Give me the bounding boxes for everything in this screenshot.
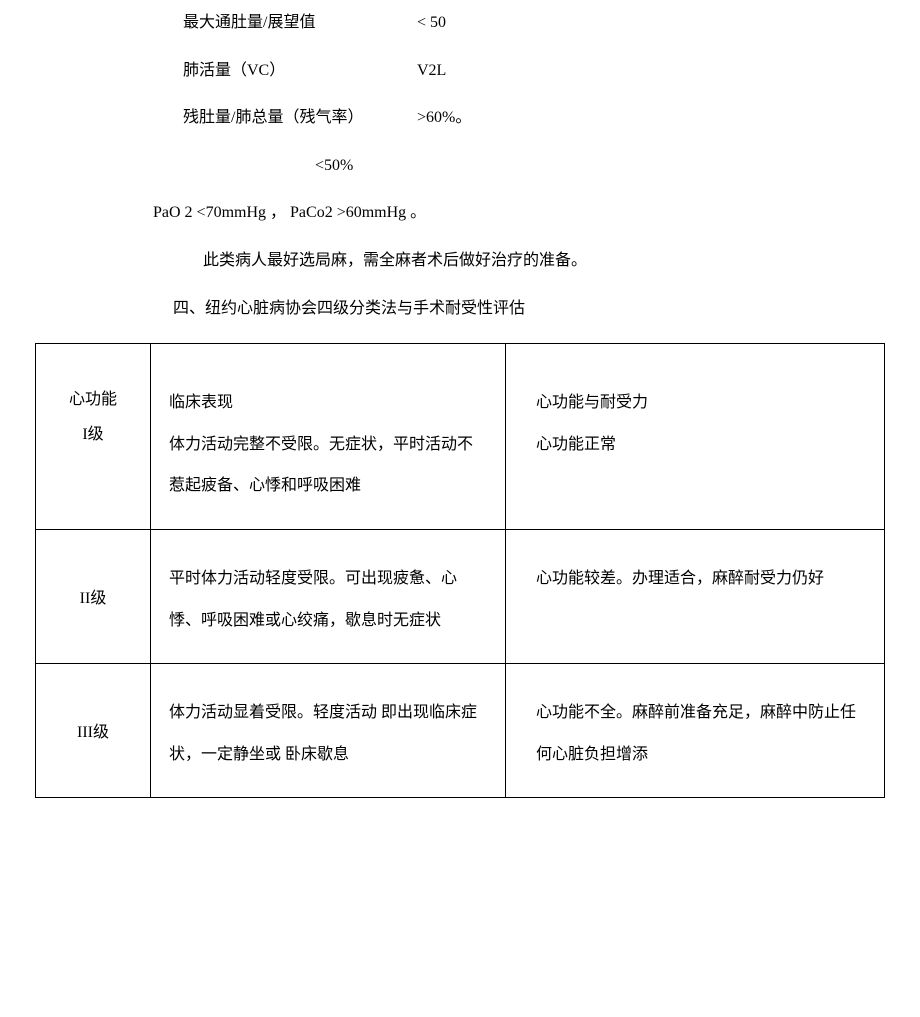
table-row-3: III级 体力活动显着受限。轻度活动 即出现临床症状，一定静坐或 卧床歇息 心功…	[36, 664, 885, 798]
table-cell-clinical-2: 平时体力活动轻度受限。可出现疲惫、心悸、呼吸困难或心绞痛，歇息时无症状	[151, 529, 506, 663]
measurement-line-1: 最大通肚量/展望值 < 50	[35, 10, 885, 36]
tolerance-1-text: 心功能正常	[536, 424, 866, 466]
section-heading: 四、纽约心脏病协会四级分类法与手术耐受性评估	[35, 296, 885, 322]
measurement-value-3: >60%。	[417, 105, 471, 131]
table-cell-tolerance-2: 心功能较差。办理适合，麻醉耐受力仍好	[506, 529, 885, 663]
table-cell-level-3: III级	[36, 664, 151, 798]
table-row-header: 心功能 I级 临床表现 体力活动完整不受限。无症状，平时活动不惹起疲备、心悸和呼…	[36, 344, 885, 530]
measurement-line-3: 残肚量/肺总量（残气率） >60%。	[35, 105, 885, 131]
tolerance-header-text: 心功能与耐受力	[536, 382, 866, 424]
table-cell-tolerance-1: 心功能与耐受力 心功能正常	[506, 344, 885, 530]
level-1-text: I级	[54, 417, 132, 452]
measurement-value-2: V2L	[417, 58, 446, 84]
level-2-text: II级	[80, 590, 107, 607]
table-cell-clinical-3: 体力活动显着受限。轻度活动 即出现临床症状，一定静坐或 卧床歇息	[151, 664, 506, 798]
table-cell-level-2: II级	[36, 529, 151, 663]
measurement-value-4: <50%	[315, 157, 353, 174]
level-header-text: 心功能	[54, 382, 132, 417]
measurement-line-5: PaO 2 <70mmHg ， PaCo2 >60mmHg 。	[35, 200, 885, 226]
tolerance-3-text: 心功能不全。麻醉前准备充足，麻醉中防止任何心脏负担增添	[536, 704, 856, 763]
table-cell-clinical-1: 临床表现 体力活动完整不受限。无症状，平时活动不惹起疲备、心悸和呼吸困难	[151, 344, 506, 530]
table-cell-level-header: 心功能 I级	[36, 344, 151, 530]
note-text: 此类病人最好选局麻，需全麻者术后做好治疗的准备。	[203, 252, 587, 269]
clinical-3-text: 体力活动显着受限。轻度活动 即出现临床症状，一定静坐或 卧床歇息	[169, 704, 477, 763]
measurement-label-2: 肺活量（VC）	[183, 58, 417, 84]
measurement-line-4: <50%	[35, 153, 885, 179]
clinical-1-text: 体力活动完整不受限。无症状，平时活动不惹起疲备、心悸和呼吸困难	[169, 424, 487, 507]
measurement-label-3: 残肚量/肺总量（残气率）	[183, 105, 417, 131]
measurement-value-1: < 50	[417, 10, 446, 36]
section-title-text: 四、纽约心脏病协会四级分类法与手术耐受性评估	[173, 300, 525, 317]
table-cell-tolerance-3: 心功能不全。麻醉前准备充足，麻醉中防止任何心脏负担增添	[506, 664, 885, 798]
clinical-note: 此类病人最好选局麻，需全麻者术后做好治疗的准备。	[35, 248, 885, 274]
clinical-header-text: 临床表现	[169, 382, 487, 424]
clinical-2-text: 平时体力活动轻度受限。可出现疲惫、心悸、呼吸困难或心绞痛，歇息时无症状	[169, 570, 457, 629]
tolerance-2-text: 心功能较差。办理适合，麻醉耐受力仍好	[536, 570, 824, 587]
nyha-classification-table: 心功能 I级 临床表现 体力活动完整不受限。无症状，平时活动不惹起疲备、心悸和呼…	[35, 343, 885, 798]
measurement-label-1: 最大通肚量/展望值	[183, 10, 417, 36]
table-row-2: II级 平时体力活动轻度受限。可出现疲惫、心悸、呼吸困难或心绞痛，歇息时无症状 …	[36, 529, 885, 663]
measurement-line-2: 肺活量（VC） V2L	[35, 58, 885, 84]
measurement-text-5: PaO 2 <70mmHg ， PaCo2 >60mmHg 。	[153, 204, 426, 221]
level-3-text: III级	[77, 724, 109, 741]
